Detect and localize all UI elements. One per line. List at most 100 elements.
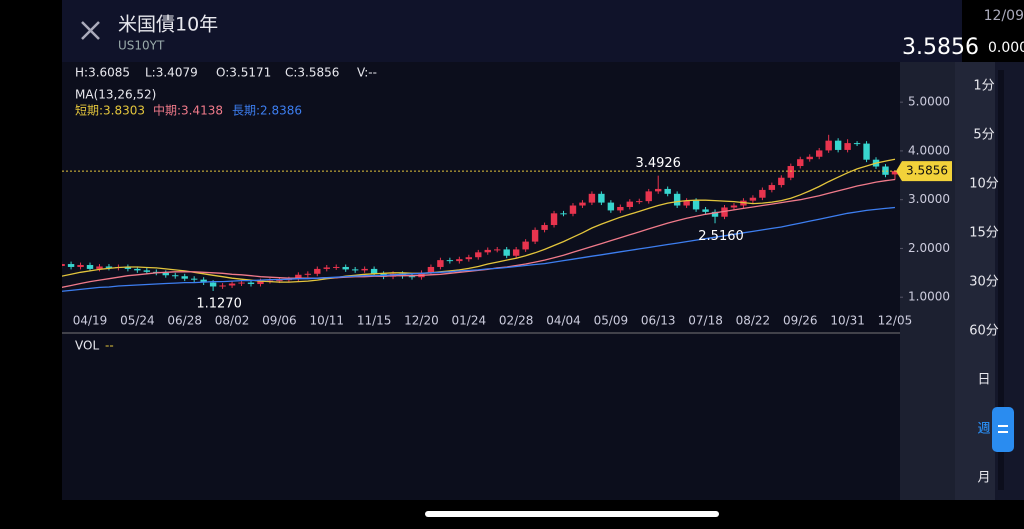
candle-body — [588, 193, 596, 203]
candle-body — [228, 283, 236, 286]
x-tick-label: 04/04 — [546, 314, 581, 328]
x-tick-label: 10/31 — [830, 314, 865, 328]
current-price-label: 3.5856 — [906, 164, 948, 178]
x-tick-label: 12/05 — [878, 314, 913, 328]
stat: H:3.6085 — [75, 66, 130, 80]
interval-button[interactable]: 月 — [977, 471, 990, 486]
y-tick-label: 1.0000 — [908, 290, 950, 304]
slider-grip — [998, 425, 1008, 433]
x-tick-label: 09/26 — [783, 314, 818, 328]
candle-body — [778, 177, 785, 186]
candle-body — [143, 270, 151, 272]
candle-body — [702, 209, 709, 212]
interval-button[interactable]: 週 — [977, 422, 990, 437]
candle-body — [711, 211, 719, 217]
candle-body — [607, 202, 615, 211]
current-price-tag — [896, 161, 952, 182]
candle-body — [844, 143, 851, 150]
candle-body — [172, 275, 179, 277]
slider-track — [998, 70, 1004, 490]
candle-body — [77, 265, 84, 267]
y-tick-label: 4.0000 — [908, 143, 950, 157]
candle-body — [190, 278, 198, 280]
extreme-label: 2.5160 — [698, 229, 744, 244]
candle-body — [683, 200, 690, 206]
candle-body — [825, 140, 832, 151]
candle-body — [96, 266, 103, 269]
stat: O:3.5171 — [216, 66, 271, 80]
candle-body — [494, 249, 501, 251]
candle-body — [351, 269, 359, 271]
candle-body — [853, 143, 861, 145]
candle-body — [550, 213, 558, 226]
x-tick-label: 06/13 — [641, 314, 676, 328]
candle-body — [333, 266, 340, 268]
symbol: US10YT — [118, 39, 165, 53]
x-tick-label: 09/06 — [262, 314, 297, 328]
candle-body — [569, 205, 577, 214]
ma-title: MA(13,26,52) — [75, 88, 156, 102]
legend-entry: 短期:3.8303 — [75, 104, 145, 118]
interval-button[interactable]: 15分 — [969, 226, 999, 241]
selected-interval[interactable]: 週 — [977, 422, 990, 437]
interval-column — [955, 62, 995, 500]
price-axis-bg — [900, 62, 955, 500]
candle-body — [721, 207, 728, 217]
candle-body — [579, 202, 586, 206]
volume-title: VOL — [75, 339, 99, 353]
close-icon[interactable] — [81, 21, 100, 40]
stat: V:-- — [357, 66, 377, 80]
date: 12/09 — [984, 8, 1024, 24]
candle-body — [512, 249, 520, 256]
interval-button[interactable]: 30分 — [969, 275, 999, 290]
x-tick-label: 07/18 — [688, 314, 723, 328]
candle-body — [541, 225, 548, 230]
candle-body — [692, 200, 700, 210]
candle-body — [314, 268, 321, 274]
candle-body — [560, 213, 567, 215]
candle-body — [134, 268, 141, 271]
candle-body — [62, 264, 65, 266]
close-button[interactable] — [81, 21, 100, 40]
candle-body — [749, 197, 757, 201]
candle-body — [759, 189, 766, 198]
interval-button[interactable]: 60分 — [969, 324, 999, 339]
x-tick-label: 05/09 — [594, 314, 629, 328]
candle-body — [446, 260, 454, 262]
candle-body — [891, 171, 899, 175]
candle-body — [219, 285, 226, 287]
slider-thumb[interactable] — [992, 407, 1014, 452]
candle-body — [247, 282, 255, 285]
candle-body — [276, 280, 283, 282]
candle-body — [465, 257, 473, 260]
candle-body — [863, 143, 870, 160]
interval-button[interactable]: 1分 — [973, 79, 994, 94]
candle-body — [295, 274, 302, 280]
volume-value: -- — [105, 339, 114, 353]
candle-body — [67, 264, 75, 267]
candle-body — [456, 259, 463, 262]
x-tick-label: 11/15 — [357, 314, 392, 328]
stat: C:3.5856 — [285, 66, 339, 80]
header-bg — [62, 0, 962, 62]
candle-body — [408, 276, 416, 278]
candle-body — [257, 281, 264, 285]
x-tick-label: 02/28 — [499, 314, 534, 328]
x-tick-label: 01/24 — [452, 314, 487, 328]
candle-body — [484, 249, 491, 253]
candle-body — [323, 267, 330, 269]
extreme-label: 3.4926 — [635, 156, 681, 171]
x-tick-label: 04/19 — [73, 314, 108, 328]
interval-button[interactable]: 10分 — [969, 177, 999, 192]
x-tick-label: 08/02 — [215, 314, 250, 328]
ma-line — [62, 158, 896, 283]
legend-entry: 長期:2.8386 — [232, 104, 302, 118]
candle-body — [834, 140, 842, 150]
interval-button[interactable]: 日 — [977, 373, 990, 388]
candle-body — [304, 273, 312, 275]
candle-body — [636, 201, 643, 203]
y-tick-label: 3.0000 — [908, 192, 950, 206]
candle-body — [86, 265, 94, 269]
interval-button[interactable]: 5分 — [973, 128, 994, 143]
candle-body — [522, 241, 529, 250]
